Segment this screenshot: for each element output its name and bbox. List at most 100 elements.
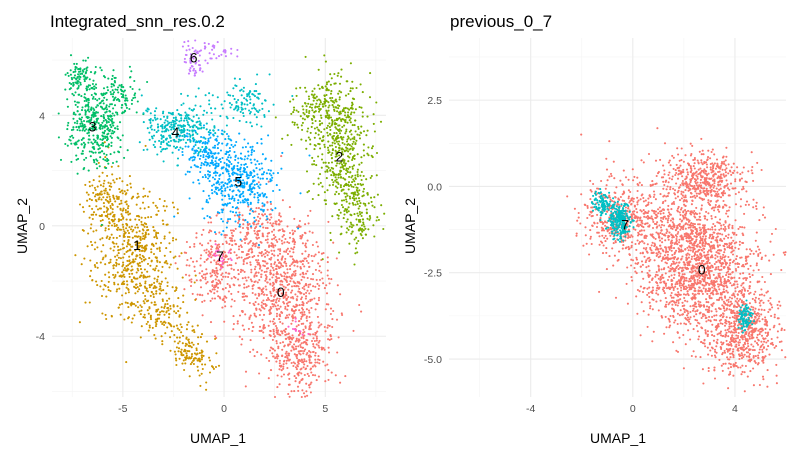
cell-point — [107, 121, 110, 124]
cell-point — [74, 70, 77, 73]
cell-point — [366, 129, 369, 132]
cell-point — [315, 164, 318, 167]
cell-point — [336, 151, 340, 154]
cell-point — [264, 193, 267, 196]
cell-point — [343, 209, 346, 213]
cell-point — [293, 230, 296, 233]
cell-point — [269, 283, 272, 286]
cell-point — [202, 156, 205, 159]
cell-point — [284, 257, 287, 260]
cell-point — [100, 294, 104, 298]
cell-point — [330, 371, 333, 374]
cell-point — [309, 209, 312, 212]
cell-point — [116, 113, 119, 116]
cell-point — [308, 230, 311, 233]
cell-point — [239, 152, 243, 155]
cell-point — [210, 248, 213, 251]
cell-point — [285, 297, 289, 300]
cell-point — [280, 167, 283, 170]
cell-point — [769, 240, 772, 243]
cell-point — [212, 53, 215, 56]
cell-point — [684, 189, 687, 192]
cell-point — [280, 311, 283, 314]
cell-point — [87, 116, 90, 119]
cell-point — [120, 85, 123, 89]
cell-point — [262, 299, 265, 302]
cell-point — [300, 138, 303, 141]
cell-point — [192, 359, 195, 362]
cell-point — [219, 160, 222, 163]
cell-point — [323, 199, 326, 202]
cell-point — [195, 61, 198, 64]
cell-point — [109, 128, 112, 131]
cell-point — [107, 117, 110, 120]
cell-point — [152, 287, 155, 290]
cell-point — [349, 197, 352, 200]
cell-point — [311, 156, 314, 159]
cell-point — [308, 386, 311, 389]
cell-point — [211, 366, 214, 369]
cell-point — [310, 93, 313, 96]
cell-point — [213, 152, 216, 155]
cell-point — [121, 271, 124, 274]
cell-point — [347, 210, 350, 213]
cell-point — [281, 255, 284, 258]
cell-point — [323, 100, 326, 103]
cell-point — [307, 255, 310, 258]
cell-point — [256, 196, 259, 199]
cell-point — [217, 263, 220, 266]
cell-point — [342, 136, 345, 139]
cell-point — [249, 278, 252, 281]
cell-point — [319, 181, 322, 184]
cell-point — [327, 117, 330, 120]
cell-point — [262, 302, 265, 305]
cell-point — [150, 259, 153, 262]
cell-point — [239, 231, 242, 234]
cell-point — [102, 196, 105, 199]
cell-point — [226, 91, 229, 94]
cell-point — [304, 139, 308, 142]
cell-point — [182, 124, 185, 127]
cell-point — [90, 106, 93, 109]
cell-point — [108, 221, 111, 224]
cell-point — [279, 215, 282, 218]
cell-point — [303, 373, 306, 377]
cell-point — [293, 348, 296, 351]
cell-point — [213, 284, 217, 287]
cell-point — [104, 145, 107, 148]
cell-point — [83, 158, 86, 161]
cell-point — [117, 263, 121, 266]
cell-point — [218, 231, 221, 234]
cell-point — [92, 230, 95, 233]
cell-point — [215, 192, 218, 195]
cell-point — [70, 142, 73, 145]
cell-point — [327, 114, 330, 117]
cell-point — [111, 241, 114, 244]
cell-point — [373, 130, 376, 133]
cell-point — [234, 158, 237, 161]
cell-point — [79, 72, 82, 76]
cell-point — [148, 131, 151, 134]
cell-point — [335, 173, 338, 176]
cell-point — [192, 343, 195, 346]
cell-point — [83, 99, 86, 103]
cell-point — [85, 156, 88, 159]
cell-point — [92, 151, 95, 154]
cell-point — [235, 193, 238, 197]
cell-point — [246, 165, 249, 169]
cell-point — [228, 249, 231, 252]
cell-point — [149, 318, 153, 321]
cell-point — [667, 211, 670, 214]
cell-point — [245, 295, 249, 298]
cell-point — [150, 251, 153, 254]
cell-point — [121, 192, 124, 195]
cell-point — [308, 110, 311, 113]
cell-point — [140, 284, 143, 287]
cell-point — [94, 188, 97, 192]
cell-point — [209, 272, 212, 275]
cell-point — [291, 229, 294, 232]
cell-point — [208, 371, 212, 374]
cell-point — [294, 380, 297, 383]
cell-point — [82, 127, 85, 130]
cell-point — [164, 321, 167, 324]
